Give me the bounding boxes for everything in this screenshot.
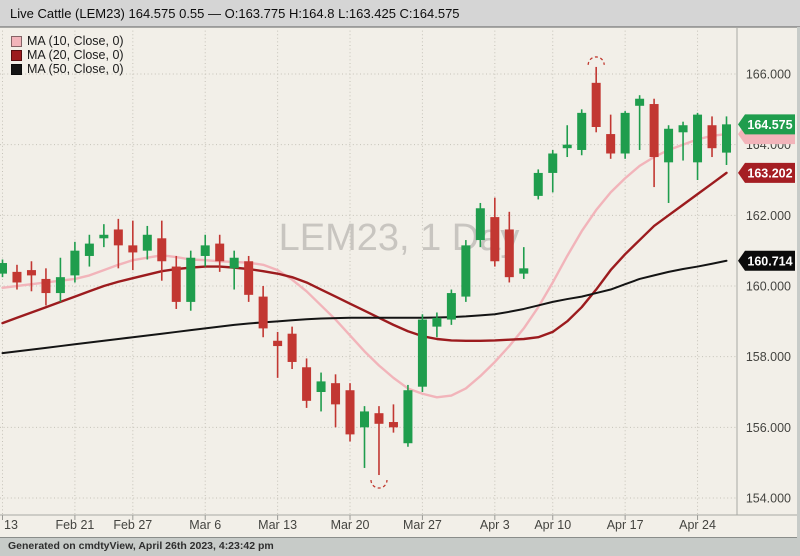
candle[interactable] [664, 125, 674, 203]
chart-title-bar: Live Cattle (LEM23) 164.575 0.55 — O:163… [0, 0, 800, 27]
candle[interactable] [55, 257, 65, 302]
candle[interactable] [345, 383, 355, 442]
candle[interactable] [635, 95, 645, 150]
candle[interactable] [591, 66, 601, 133]
candle[interactable] [84, 234, 94, 267]
candle[interactable] [678, 121, 688, 161]
candle[interactable] [577, 109, 587, 156]
y-axis-label: 158.000 [746, 350, 791, 364]
candle[interactable] [200, 234, 210, 267]
candle[interactable] [171, 255, 181, 309]
y-axis-label: 166.000 [746, 68, 791, 82]
ma20-legend-label: MA (20, Close, 0) [27, 48, 124, 62]
candle[interactable] [273, 331, 283, 378]
candle[interactable] [186, 250, 196, 311]
ma50-swatch-icon [11, 63, 22, 75]
candle[interactable] [41, 268, 51, 306]
candle[interactable] [548, 149, 558, 193]
candle[interactable] [403, 384, 413, 447]
candle[interactable] [316, 372, 326, 412]
candle[interactable] [475, 202, 485, 248]
candle[interactable] [562, 125, 572, 158]
candle[interactable] [12, 264, 22, 290]
last-price-tag[interactable]: 164.575 [738, 114, 795, 135]
generated-timestamp: Generated on cmdtyView, April 26th 2023,… [8, 540, 274, 552]
ma10-line[interactable] [1, 132, 728, 399]
svg-text:164.575: 164.575 [747, 118, 792, 132]
y-axis-label: 160.000 [746, 279, 791, 293]
candle[interactable] [258, 285, 268, 338]
x-axis-label: Mar 13 [258, 518, 297, 532]
candle[interactable] [432, 312, 442, 338]
x-axis-label: Apr 24 [679, 518, 716, 532]
candle[interactable] [0, 259, 7, 278]
x-axis-label: 13 [4, 518, 18, 532]
ma20-price-tag[interactable]: 163.202 [738, 162, 795, 183]
candle[interactable] [533, 169, 543, 200]
price-chart-svg[interactable]: 154.000156.000158.000160.000162.000164.0… [0, 27, 797, 538]
candle[interactable] [70, 241, 80, 283]
x-axis-label: Apr 10 [534, 518, 571, 532]
candle[interactable] [215, 234, 225, 272]
legend-item-ma10[interactable]: MA (10, Close, 0) [11, 34, 124, 48]
candle[interactable] [157, 220, 167, 281]
ma20-swatch-icon [11, 49, 22, 61]
candle[interactable] [722, 116, 731, 165]
candle[interactable] [360, 406, 369, 468]
ma10-legend-label: MA (10, Close, 0) [27, 34, 124, 48]
candle[interactable] [331, 374, 341, 428]
high-marker-arc [587, 56, 605, 66]
candle[interactable] [302, 358, 312, 408]
candle[interactable] [620, 111, 630, 159]
ma50-price-tag[interactable]: 160.714 [738, 250, 795, 271]
instrument-title: Live Cattle (LEM23) 164.575 0.55 — O:163… [10, 6, 460, 21]
candle[interactable] [142, 225, 152, 260]
candle[interactable] [519, 247, 529, 279]
low-marker-arc [370, 479, 388, 489]
candle[interactable] [707, 116, 717, 158]
legend-item-ma50[interactable]: MA (50, Close, 0) [11, 62, 124, 76]
candle[interactable] [374, 406, 384, 476]
x-axis-label: Apr 17 [607, 518, 644, 532]
candle[interactable] [26, 261, 36, 292]
y-axis-label: 154.000 [746, 491, 791, 505]
svg-text:160.714: 160.714 [747, 254, 792, 268]
candle[interactable] [128, 220, 138, 271]
ma20-line[interactable] [1, 171, 728, 342]
candle[interactable] [229, 250, 239, 290]
x-axis-label: Mar 20 [331, 518, 370, 532]
x-axis-label: Mar 27 [403, 518, 442, 532]
candle[interactable] [99, 224, 109, 248]
x-axis-label: Mar 6 [189, 518, 221, 532]
y-axis-label: 156.000 [746, 421, 791, 435]
candle[interactable] [244, 255, 254, 302]
y-axis-label: 162.000 [746, 209, 791, 223]
chart-region[interactable]: 154.000 156.000 158.000 160.000 162.000 164.0… [0, 27, 797, 538]
x-axis-label: Feb 21 [55, 518, 94, 532]
x-axis-label: Apr 3 [480, 518, 510, 532]
ma50-legend-label: MA (50, Close, 0) [27, 62, 124, 76]
candle[interactable] [417, 314, 427, 392]
svg-text:163.202: 163.202 [747, 166, 792, 180]
candle[interactable] [287, 326, 297, 370]
candle[interactable] [461, 240, 471, 302]
ma50-line[interactable] [1, 259, 728, 355]
x-axis-label: Feb 27 [113, 518, 152, 532]
candle[interactable] [649, 98, 659, 188]
candle[interactable] [606, 114, 616, 159]
candle[interactable] [446, 289, 456, 325]
candle[interactable] [388, 404, 398, 433]
ma-legend: MA (10, Close, 0) MA (20, Close, 0) MA (… [11, 34, 124, 76]
legend-item-ma20[interactable]: MA (20, Close, 0) [11, 48, 124, 62]
candle[interactable] [113, 218, 123, 269]
candle[interactable] [504, 211, 514, 283]
ma10-swatch-icon [11, 35, 22, 47]
candle[interactable] [693, 112, 703, 180]
candle[interactable] [490, 197, 500, 267]
footer-bar: Generated on cmdtyView, April 26th 2023,… [0, 538, 800, 556]
